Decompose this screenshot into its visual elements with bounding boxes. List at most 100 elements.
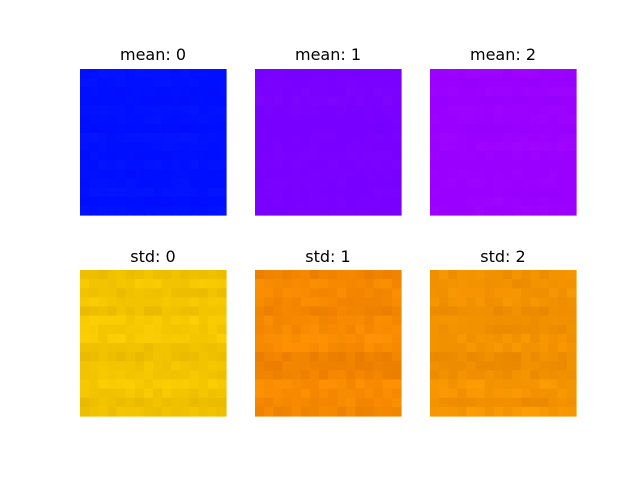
heatmap-cell bbox=[457, 370, 468, 381]
heatmap-cell bbox=[493, 370, 504, 381]
heatmap-cell bbox=[539, 324, 550, 335]
heatmap-cell bbox=[207, 96, 218, 107]
heatmap-cell bbox=[391, 87, 402, 97]
heatmap-cell bbox=[89, 406, 99, 417]
heatmap-cell bbox=[107, 187, 118, 198]
heatmap-cell bbox=[328, 361, 338, 371]
heatmap-cell bbox=[557, 196, 568, 207]
heatmap-cell bbox=[530, 288, 541, 298]
heatmap-cell bbox=[153, 96, 163, 107]
heatmap-cell bbox=[143, 96, 154, 107]
heatmap-cell bbox=[466, 343, 477, 353]
heatmap-cell bbox=[484, 352, 495, 362]
heatmap-cell bbox=[171, 123, 181, 134]
heatmap-cell bbox=[457, 270, 468, 280]
heatmap-cell bbox=[80, 324, 90, 335]
heatmap-cell bbox=[557, 114, 568, 125]
heatmap-cell bbox=[337, 160, 347, 170]
heatmap-cell bbox=[180, 297, 191, 308]
heatmap-cell bbox=[98, 343, 108, 353]
heatmap-cell bbox=[80, 288, 90, 298]
panel-title: mean: 1 bbox=[295, 45, 361, 64]
heatmap-cell bbox=[328, 270, 338, 280]
heatmap-cell bbox=[189, 178, 200, 189]
heatmap-cell bbox=[116, 333, 127, 344]
heatmap-cell bbox=[264, 160, 274, 170]
heatmap-cell bbox=[337, 178, 347, 189]
heatmap-cell bbox=[189, 169, 200, 180]
heatmap-cell bbox=[282, 96, 293, 107]
heatmap-cell bbox=[466, 406, 477, 417]
heatmap-cell bbox=[512, 205, 522, 216]
heatmap-cell bbox=[180, 105, 191, 116]
heatmap-cell bbox=[382, 388, 393, 399]
heatmap-cell bbox=[180, 178, 191, 189]
heatmap-cell bbox=[548, 279, 559, 289]
heatmap-cell bbox=[457, 388, 468, 399]
heatmap-cell bbox=[282, 114, 293, 125]
heatmap-cell bbox=[282, 406, 293, 417]
heatmap-cell bbox=[80, 333, 90, 344]
heatmap-cell bbox=[430, 333, 440, 344]
heatmap-cell bbox=[216, 87, 227, 97]
heatmap-cell bbox=[153, 205, 163, 216]
heatmap-cell bbox=[300, 370, 311, 381]
heatmap-cell bbox=[309, 288, 320, 298]
heatmap-cell bbox=[309, 69, 320, 79]
heatmap-cell bbox=[318, 105, 329, 116]
heatmap-cell bbox=[364, 151, 375, 161]
heatmap-cell bbox=[557, 397, 568, 408]
heatmap-cell bbox=[557, 388, 568, 399]
heatmap-cell bbox=[162, 187, 172, 198]
heatmap-cell bbox=[391, 361, 402, 371]
heatmap-cell bbox=[300, 142, 311, 152]
heatmap-cell bbox=[566, 379, 577, 390]
heatmap-cell bbox=[207, 333, 218, 344]
heatmap-cell bbox=[355, 343, 366, 353]
heatmap-cell bbox=[189, 123, 200, 134]
heatmap-cell bbox=[557, 343, 568, 353]
heatmap-cell bbox=[391, 379, 402, 390]
heatmap-cell bbox=[153, 105, 163, 116]
heatmap-cell bbox=[143, 370, 154, 381]
heatmap-cell bbox=[548, 343, 559, 353]
heatmap-cell bbox=[264, 270, 274, 280]
heatmap-cell bbox=[530, 343, 541, 353]
heatmap-cell bbox=[89, 196, 99, 207]
heatmap-cell bbox=[318, 96, 329, 107]
heatmap-cell bbox=[134, 123, 145, 134]
heatmap-cell bbox=[89, 352, 99, 362]
heatmap-cell bbox=[89, 361, 99, 371]
heatmap-cell bbox=[346, 160, 356, 170]
heatmap-cell bbox=[557, 87, 568, 97]
heatmap-cell bbox=[207, 324, 218, 335]
heatmap-cell bbox=[125, 123, 136, 134]
heatmap-cell bbox=[300, 315, 311, 326]
heatmap-cell bbox=[291, 397, 302, 408]
heatmap-cell bbox=[355, 187, 366, 198]
heatmap-cell bbox=[198, 114, 209, 125]
heatmap-cell bbox=[116, 397, 127, 408]
heatmap-cell bbox=[557, 333, 568, 344]
heatmap-cell bbox=[318, 78, 329, 88]
heatmap-cell bbox=[337, 205, 347, 216]
heatmap-cell bbox=[328, 178, 338, 189]
heatmap-cell bbox=[457, 96, 468, 107]
heatmap-cell bbox=[355, 297, 366, 308]
heatmap-cell bbox=[557, 279, 568, 289]
heatmap-cell bbox=[557, 142, 568, 152]
heatmap-cell bbox=[493, 306, 504, 317]
heatmap-cell bbox=[503, 151, 513, 161]
heatmap-cell bbox=[89, 123, 99, 134]
heatmap-cell bbox=[162, 142, 172, 152]
heatmap-cell bbox=[430, 288, 440, 298]
heatmap-cell bbox=[153, 169, 163, 180]
heatmap-cell bbox=[162, 105, 172, 116]
heatmap-cell bbox=[98, 297, 108, 308]
heatmap-cell bbox=[89, 306, 99, 317]
heatmap-cell bbox=[355, 160, 366, 170]
heatmap-cell bbox=[98, 270, 108, 280]
heatmap-cell bbox=[264, 142, 274, 152]
heatmap-cell bbox=[107, 96, 118, 107]
heatmap-cell bbox=[391, 187, 402, 198]
